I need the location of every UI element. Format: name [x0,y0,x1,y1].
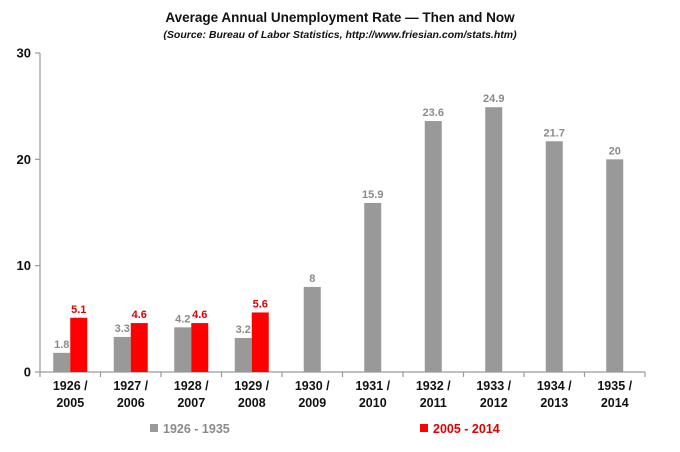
x-tick-label-line: 1928 / [174,379,209,393]
x-tick-label: 1931 / 2010 [355,379,390,410]
data-label-2005-2014: 4.6 [132,309,147,321]
bars [53,107,624,372]
data-label-1926-1935: 23.6 [423,107,444,119]
bar-1926-1935 [364,202,382,372]
bar-1926-1935 [545,141,563,372]
x-tick-label-line: 2014 [601,396,629,410]
bar-1926-1935 [234,337,252,372]
x-tick-label-line: 2008 [238,396,266,410]
x-tick-label-line: 1933 / [476,379,511,393]
y-tick-label: 0 [24,365,31,380]
x-tick-label-line: 2010 [359,396,387,410]
x-tick-label-line: 1926 / [53,379,88,393]
x-tick-label: 1926 / 2005 [53,379,88,410]
x-tick-label: 1928 / 2007 [174,379,209,410]
x-tick-label-line: 1929 / [234,379,269,393]
x-tick-label-line: 2013 [540,396,568,410]
legend: 1926 - 1935 2005 - 2014 [150,422,500,436]
x-tick-label-line: 1927 / [113,379,148,393]
legend-1926-1935-label: 1926 - 1935 [163,422,230,436]
x-tick-label: 1934 / 2013 [537,379,572,410]
chart-title: Average Annual Unemployment Rate — Then … [165,10,515,25]
bar-2005-2014 [191,323,209,372]
x-tick-label-line: 1931 / [355,379,390,393]
data-label-1926-1935: 15.9 [362,189,383,201]
data-label-1926-1935: 3.3 [115,323,130,335]
y-tick-label: 10 [17,258,31,273]
data-label-1926-1935: 24.9 [483,93,504,105]
x-tick-label-line: 2009 [298,396,326,410]
data-label-1926-1935: 4.2 [175,313,190,325]
x-tick-label-line: 2011 [420,396,447,410]
bar-1926-1935 [485,107,503,372]
bar-1926-1935 [606,159,624,372]
x-tick-label: 1930 / 2009 [295,379,330,410]
x-tick-labels: 1926 / 2005 1927 / 2006 1928 / 2007 1929 / 2008… [53,379,633,410]
x-tick-label-line: 1935 / [597,379,632,393]
bar-labels: 1.85.13.34.6 4.2 4.63.25.6815.923.624.921.… [54,93,621,351]
x-tick-label-line: 2007 [177,396,205,410]
bar-2005-2014 [251,312,269,372]
data-label-2005-2014: 5.6 [253,298,268,310]
data-label-2005-2014: 4.6 [192,309,207,321]
x-tick-label-line: 2005 [56,396,84,410]
y-tick-labels: 0 10 20 30 [17,46,31,380]
x-tick-label-line: 1930 / [295,379,330,393]
x-tick-label-line: 1934 / [537,379,572,393]
data-label-2005-2014: 5.1 [71,304,86,316]
bar-2005-2014 [130,323,148,372]
bar-1926-1935 [53,352,71,372]
data-label-1926-1935: 21.7 [544,127,565,139]
legend-1926-1935-swatch [150,424,158,432]
x-tick-label: 1927 / 2006 [113,379,148,410]
x-tick-label: 1929 / 2008 [234,379,269,410]
bar-1926-1935 [424,121,442,372]
data-label-1926-1935: 1.8 [54,339,69,351]
x-tick-label: 1933 / 2012 [476,379,511,410]
x-tick-label: 1932 / 2011 [416,379,451,410]
bar-1926-1935 [303,286,321,372]
data-label-1926-1935: 20 [609,145,621,157]
bar-1926-1935 [113,336,131,372]
legend-2005-2014-label: 2005 - 2014 [433,422,500,436]
y-tick-label: 30 [17,46,31,61]
x-tick-label-line: 2006 [117,396,145,410]
legend-2005-2014-swatch [420,424,428,432]
data-label-1926-1935: 8 [309,273,315,285]
bar-2005-2014 [70,317,88,372]
x-tick-label: 1935 / 2014 [597,379,632,410]
y-tick-label: 20 [17,152,31,167]
chart-subtitle: (Source: Bureau of Labor Statistics, htt… [163,29,517,41]
x-tick-label-line: 1932 / [416,379,451,393]
bar-1926-1935 [174,327,192,372]
data-label-1926-1935: 3.2 [236,324,251,336]
x-tick-label-line: 2012 [480,396,508,410]
